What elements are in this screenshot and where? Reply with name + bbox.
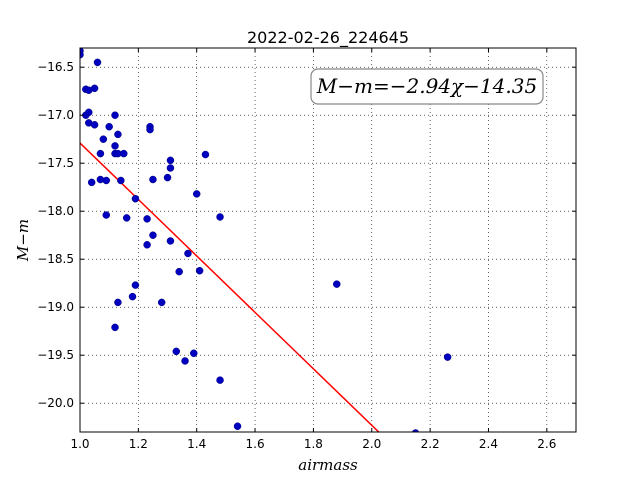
data-point	[122, 214, 131, 222]
data-point	[131, 281, 140, 289]
data-point	[105, 122, 113, 131]
data-point	[102, 211, 111, 219]
data-point	[443, 353, 452, 361]
data-point	[163, 173, 172, 182]
data-point	[111, 111, 119, 119]
y-tick-label: −17.0	[37, 108, 74, 122]
data-point	[166, 237, 175, 245]
data-point	[102, 176, 111, 185]
data-point	[172, 347, 181, 356]
x-axis-label: airmass	[298, 456, 358, 474]
x-tick-label: 1.8	[304, 437, 323, 451]
fit-layer	[80, 142, 380, 432]
data-point	[195, 266, 204, 275]
y-tick-label: −18.0	[37, 204, 74, 218]
y-tick-label: −17.5	[37, 156, 74, 170]
data-point	[149, 175, 157, 184]
axis-ticks: 1.0 1.2 1.4 1.6 1.8 2.0 2.2 2.4 2.6 −16.5 −17.0 −17…	[37, 48, 576, 451]
data-point	[216, 376, 224, 384]
annotation-box: M−m=−2.94χ−14.35	[310, 68, 544, 105]
data-point	[175, 267, 183, 276]
data-point	[90, 84, 99, 93]
data-point	[216, 213, 224, 221]
x-tick-label: 1.2	[129, 437, 148, 451]
x-tick-label: 1.4	[187, 437, 206, 451]
data-point	[143, 215, 151, 223]
data-point	[114, 130, 122, 139]
data-point	[157, 298, 166, 307]
y-tick-label: −19.0	[37, 300, 74, 314]
data-point	[117, 176, 125, 185]
data-point	[85, 108, 93, 117]
y-tick-label: −20.0	[37, 396, 74, 410]
x-tick-label: 2.4	[479, 437, 498, 451]
data-point	[149, 231, 157, 239]
data-point	[143, 241, 151, 249]
data-point	[131, 194, 140, 203]
data-point	[111, 142, 119, 150]
data-point	[201, 150, 210, 159]
grid-lines	[79, 48, 576, 432]
plot-frame	[79, 47, 577, 433]
data-point	[233, 422, 242, 430]
x-tick-label: 1.0	[70, 437, 89, 451]
data-point	[90, 121, 99, 129]
data-point	[120, 149, 128, 158]
data-point	[114, 298, 122, 307]
data-point	[411, 429, 420, 432]
data-point	[111, 323, 119, 332]
data-point	[190, 349, 198, 358]
data-point	[99, 135, 108, 143]
y-tick-label: −18.5	[37, 252, 74, 266]
y-tick-label: −16.5	[37, 60, 74, 74]
chart-title: 2022-02-26_224645	[247, 28, 409, 48]
data-point	[87, 178, 96, 187]
data-point	[192, 190, 201, 198]
data-point	[166, 156, 175, 165]
data-point	[333, 280, 341, 288]
x-tick-label: 2.0	[362, 437, 381, 451]
data-point	[80, 50, 84, 59]
y-tick-label: −19.5	[37, 348, 74, 362]
fit-line	[80, 142, 380, 432]
data-point	[181, 357, 189, 365]
fit-equation: M−m=−2.94χ−14.35	[316, 74, 537, 98]
y-axis-label: M−m	[14, 219, 32, 262]
data-points	[80, 48, 452, 432]
x-tick-label: 2.2	[421, 437, 440, 451]
plot-area	[80, 48, 576, 432]
data-point	[96, 149, 105, 158]
x-tick-label: 2.6	[537, 437, 556, 451]
data-point	[93, 58, 102, 67]
data-point	[184, 249, 192, 258]
data-point	[146, 125, 154, 134]
data-point	[166, 164, 175, 172]
data-point	[128, 292, 137, 301]
x-tick-label: 1.6	[246, 437, 265, 451]
